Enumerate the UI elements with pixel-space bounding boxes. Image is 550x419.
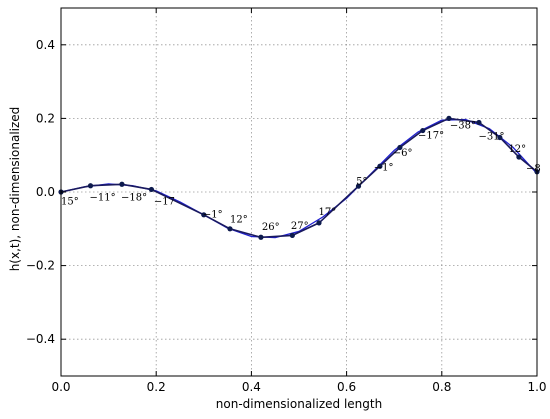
- node-point: [148, 186, 155, 193]
- grid-lines: [61, 8, 537, 376]
- x-axis-title: non-dimensionalized length: [216, 397, 382, 411]
- angle-label: 12°: [508, 144, 526, 155]
- angle-label: −1°: [374, 163, 394, 174]
- x-tick-label: 1.0: [527, 380, 546, 394]
- node-point: [397, 144, 403, 151]
- x-tick-label: 0.4: [242, 380, 261, 394]
- angle-label: −17°: [418, 131, 444, 142]
- node-point: [420, 127, 426, 134]
- node-point: [516, 154, 522, 160]
- x-tick-label: 0.8: [432, 380, 451, 394]
- x-tick-label: 0.0: [51, 380, 70, 394]
- angle-label: −31°: [478, 132, 504, 143]
- angle-label: 15°: [61, 196, 79, 207]
- node-point: [497, 134, 503, 141]
- angle-label: 26°: [262, 222, 280, 233]
- node-point: [355, 183, 362, 189]
- angle-label: 12°: [230, 214, 248, 225]
- y-tick-label: 0.2: [36, 111, 55, 125]
- series-layer: [58, 115, 540, 240]
- segment-line: [60, 117, 538, 239]
- angle-label: −18°: [121, 192, 147, 203]
- angle-label: −38°: [450, 121, 476, 132]
- node-point: [446, 115, 452, 121]
- angle-label: 17°: [319, 207, 337, 218]
- node-point: [227, 226, 233, 232]
- angle-label: −17: [154, 196, 175, 207]
- angle-annotations: 15° −11° −18° −17 −1° 12° 26° 27° 17° 5° −1° −6° −17…: [61, 121, 541, 233]
- axis-ticks: 0.0 0.2 0.4 0.6 0.8 1.0 −0.4 −0.2 0.0 0.2 0.4: [26, 8, 547, 394]
- y-tick-label: 0.0: [36, 185, 55, 199]
- angle-label: −11°: [90, 192, 116, 203]
- x-tick-label: 0.2: [147, 380, 166, 394]
- y-tick-label: −0.4: [26, 332, 55, 346]
- x-tick-label: 0.6: [337, 380, 356, 394]
- angle-label: 27°: [291, 221, 309, 232]
- angle-label: 5°: [356, 177, 367, 188]
- node-point: [289, 232, 295, 239]
- angle-label: −6°: [393, 148, 413, 159]
- node-point: [87, 183, 94, 189]
- y-tick-label: −0.2: [26, 259, 55, 273]
- angle-label: −8: [526, 164, 541, 175]
- node-point: [377, 163, 383, 169]
- y-tick-label: 0.4: [36, 38, 55, 52]
- node-point: [201, 212, 207, 218]
- node-point: [258, 234, 264, 240]
- node-point: [476, 119, 482, 126]
- node-point: [119, 181, 125, 187]
- angle-label: −1°: [203, 209, 223, 220]
- node-point: [316, 220, 322, 226]
- y-axis-title: h(x,t), non-dimensionalized: [8, 107, 22, 272]
